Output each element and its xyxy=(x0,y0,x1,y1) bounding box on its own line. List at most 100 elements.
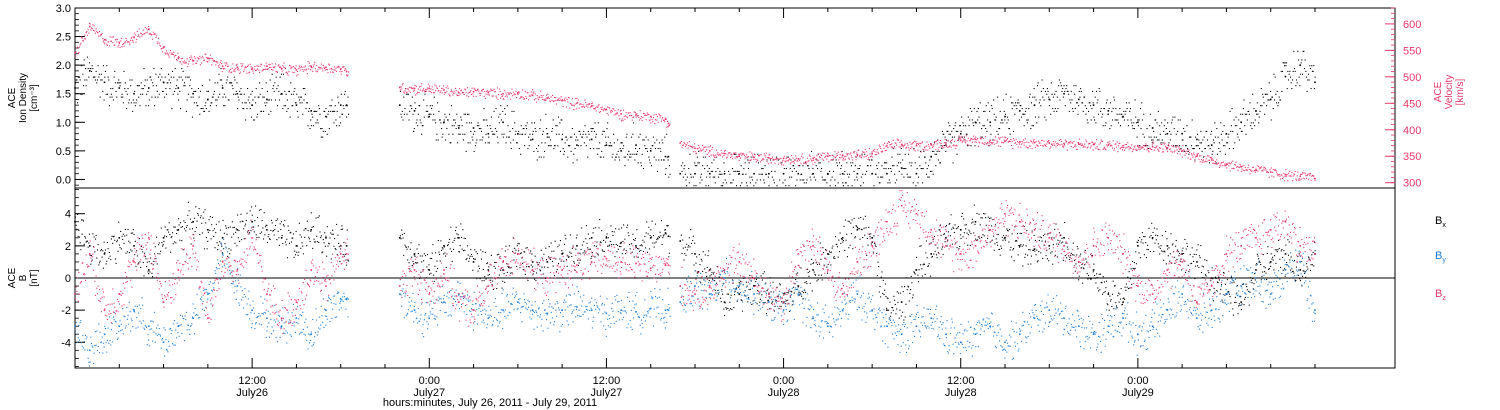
scatter-dot-velocity xyxy=(476,89,478,91)
scatter-dot-velocity xyxy=(156,35,158,37)
scatter-dot-bx xyxy=(561,252,564,254)
data-point-velocity xyxy=(649,115,652,118)
data-point-velocity xyxy=(1107,144,1110,146)
scatter-dot-velocity xyxy=(1101,140,1103,143)
scatter-dot-velocity xyxy=(1234,163,1236,165)
scatter-dot-density xyxy=(753,185,755,187)
scatter-dot-bx xyxy=(290,241,292,243)
scatter-dot-density xyxy=(410,105,412,107)
scatter-dot-bx xyxy=(467,254,469,256)
data-point-bx xyxy=(398,237,401,239)
scatter-dot-bx xyxy=(735,287,738,289)
scatter-dot-density xyxy=(344,93,346,95)
scatter-dot-density xyxy=(1044,90,1046,92)
scatter-dot-density xyxy=(415,122,417,124)
scatter-dot-density xyxy=(801,173,803,175)
scatter-dot-velocity xyxy=(458,94,460,97)
scatter-dot-velocity xyxy=(892,146,894,148)
scatter-dot-velocity xyxy=(143,33,145,35)
scatter-dot-velocity xyxy=(1023,144,1025,146)
scatter-dot-velocity xyxy=(882,144,884,146)
scatter-dot-density xyxy=(423,116,425,118)
scatter-dot-density xyxy=(1077,113,1079,115)
scatter-dot-density xyxy=(936,150,938,152)
scatter-dot-velocity xyxy=(1126,146,1128,148)
scatter-dot-bx xyxy=(248,233,250,235)
scatter-dot-velocity xyxy=(987,141,989,143)
scatter-dot-density xyxy=(585,145,587,147)
scatter-dot-velocity xyxy=(777,163,779,165)
scatter-dot-velocity xyxy=(255,69,257,71)
scatter-dot-velocity xyxy=(755,158,757,160)
scatter-dot-velocity xyxy=(1024,138,1027,140)
scatter-dot-bx xyxy=(819,242,821,244)
scatter-dot-velocity xyxy=(994,139,996,141)
scatter-dot-bx xyxy=(86,240,89,242)
scatter-dot-velocity xyxy=(811,160,813,162)
data-point-velocity xyxy=(605,108,608,111)
scatter-dot-velocity xyxy=(486,91,488,93)
scatter-dot-density xyxy=(1045,119,1047,121)
scatter-dot-velocity xyxy=(646,114,648,117)
scatter-dot-bx xyxy=(247,231,249,233)
scatter-dot-bx xyxy=(111,235,113,237)
scatter-dot-velocity xyxy=(320,63,322,65)
scatter-dot-velocity xyxy=(1190,158,1192,160)
scatter-dot-bx xyxy=(833,256,835,258)
scatter-dot-bx xyxy=(587,247,589,249)
scatter-dot-bx xyxy=(297,254,299,256)
scatter-dot-density xyxy=(1144,145,1146,147)
scatter-dot-bx xyxy=(521,257,523,259)
scatter-dot-density xyxy=(819,162,821,164)
scatter-dot-velocity xyxy=(778,158,780,160)
scatter-dot-velocity xyxy=(702,148,704,150)
data-point-density xyxy=(1314,81,1316,84)
scatter-dot-velocity xyxy=(258,69,260,71)
scatter-dot-density xyxy=(257,113,259,115)
scatter-dot-velocity xyxy=(1129,146,1131,148)
scatter-dot-density xyxy=(251,116,253,118)
scatter-dot-velocity xyxy=(1055,146,1057,148)
scatter-dot-velocity xyxy=(1143,145,1145,147)
scatter-dot-density xyxy=(142,93,144,95)
scatter-dot-density xyxy=(1032,96,1034,98)
scatter-dot-velocity xyxy=(844,156,846,158)
scatter-dot-density xyxy=(945,150,947,152)
scatter-dot-velocity xyxy=(921,141,924,143)
scatter-dot-density xyxy=(163,82,165,84)
scatter-dot-density xyxy=(1084,105,1086,107)
scatter-dot-velocity xyxy=(441,92,443,94)
data-point-bx xyxy=(723,301,726,303)
data-point-velocity xyxy=(74,52,76,54)
scatter-dot-velocity xyxy=(221,63,223,65)
data-point-density xyxy=(1151,127,1154,129)
scatter-dot-density xyxy=(260,110,262,112)
scatter-dot-bx xyxy=(805,281,807,283)
scatter-dot-density xyxy=(1212,150,1214,152)
scatter-dot-velocity xyxy=(233,70,235,72)
scatter-dot-velocity xyxy=(862,151,864,153)
scatter-dot-density xyxy=(664,173,666,175)
scatter-dot-velocity xyxy=(154,33,156,35)
scatter-dot-density xyxy=(492,133,494,135)
scatter-dot-velocity xyxy=(303,66,305,68)
scatter-dot-density xyxy=(204,105,206,107)
scatter-dot-bx xyxy=(336,223,338,225)
scatter-dot-velocity xyxy=(623,115,625,117)
scatter-dot-velocity xyxy=(587,104,589,106)
scatter-dot-velocity xyxy=(500,93,502,95)
scatter-dot-density xyxy=(651,145,653,147)
scatter-dot-velocity xyxy=(1294,170,1296,172)
scatter-dot-velocity xyxy=(1203,161,1205,163)
scatter-dot-bx xyxy=(160,250,162,252)
scatter-dot-velocity xyxy=(461,92,463,94)
scatter-dot-density xyxy=(1114,119,1116,121)
scatter-dot-velocity xyxy=(239,71,241,73)
scatter-dot-density xyxy=(1249,102,1251,104)
scatter-dot-density xyxy=(591,130,593,132)
scatter-dot-velocity xyxy=(713,155,715,157)
scatter-dot-density xyxy=(538,156,540,158)
data-point-velocity xyxy=(177,57,180,60)
scatter-dot-bx xyxy=(240,213,242,215)
scatter-dot-velocity xyxy=(542,95,544,97)
